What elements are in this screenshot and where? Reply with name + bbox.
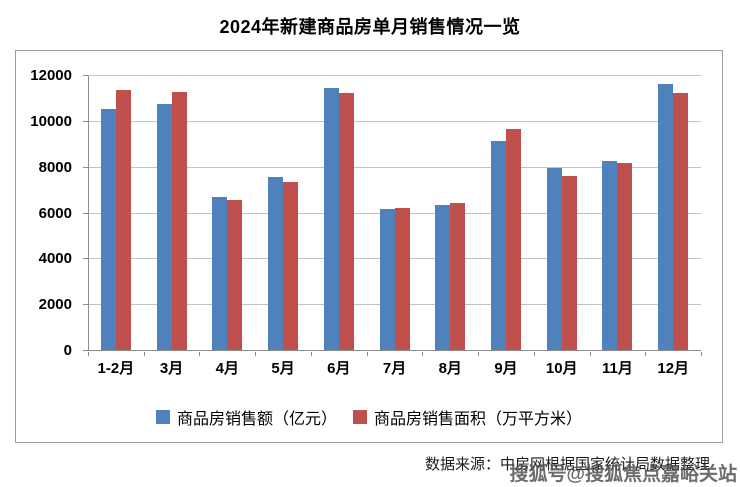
bar-group bbox=[590, 76, 646, 351]
x-axis-label: 4月 bbox=[215, 360, 239, 377]
bar-sales-amount bbox=[156, 103, 172, 351]
legend-swatch-sales-area bbox=[353, 410, 367, 424]
x-axis-labels: 1-2月 3月 4月 5月 6月 7月 8月 9月 10月 11月 12月 bbox=[88, 357, 701, 378]
bar-sales-amount bbox=[379, 208, 395, 351]
bar-group bbox=[144, 76, 200, 351]
bar-group bbox=[422, 76, 478, 351]
x-axis-tick bbox=[366, 352, 368, 356]
gridline bbox=[88, 75, 701, 76]
bar-group bbox=[645, 76, 701, 351]
x-axis-tick bbox=[310, 352, 312, 356]
y-axis-tick-label: 8000 bbox=[38, 158, 72, 176]
bar-sales-area bbox=[171, 92, 187, 351]
bar-sales-area bbox=[673, 92, 689, 351]
bar-sales-area bbox=[338, 92, 354, 351]
bar-sales-amount bbox=[491, 141, 506, 351]
y-axis-tick-label: 6000 bbox=[38, 204, 72, 222]
x-axis-tick bbox=[589, 352, 591, 356]
legend-item: 商品房销售额（亿元） bbox=[155, 405, 337, 429]
bar-group bbox=[88, 76, 144, 351]
bar-sales-amount bbox=[100, 109, 116, 351]
bar-group bbox=[367, 76, 423, 351]
y-axis-tick-label: 10000 bbox=[30, 112, 72, 130]
bar-sales-amount bbox=[658, 84, 674, 351]
x-axis-tick bbox=[143, 352, 145, 356]
x-axis-tick bbox=[199, 352, 201, 356]
x-axis-tick bbox=[478, 352, 480, 356]
x-axis-label: 5月 bbox=[271, 360, 295, 377]
bar-sales-area bbox=[617, 163, 633, 351]
y-axis-tick bbox=[83, 75, 88, 76]
bar-group bbox=[534, 76, 590, 351]
bar-sales-amount bbox=[435, 204, 451, 351]
bar-sales-area bbox=[394, 208, 410, 351]
bar-group bbox=[478, 76, 534, 351]
legend-label: 商品房销售面积（万平方米） bbox=[374, 411, 583, 428]
x-axis-label: 8月 bbox=[438, 360, 462, 377]
x-axis-label: 10月 bbox=[545, 360, 578, 377]
x-axis-tick bbox=[422, 352, 424, 356]
x-axis-tick bbox=[255, 352, 257, 356]
bar-sales-area bbox=[561, 175, 577, 351]
legend-label: 商品房销售额（亿元） bbox=[176, 411, 337, 428]
x-axis-tick bbox=[701, 352, 702, 356]
source-note: 数据来源：中房网根据国家统计局数据整理 bbox=[424, 456, 710, 473]
legend-swatch-sales-amount bbox=[155, 410, 170, 424]
bar-sales-area bbox=[506, 129, 521, 351]
y-axis-tick bbox=[83, 120, 88, 122]
bar-sales-amount bbox=[268, 176, 284, 351]
x-axis-tick bbox=[88, 352, 89, 356]
bar-group bbox=[311, 76, 367, 351]
x-axis-tick bbox=[645, 352, 647, 356]
y-axis-tick-label: 4000 bbox=[38, 250, 72, 268]
bar-sales-area bbox=[227, 200, 243, 351]
x-axis-tick bbox=[533, 352, 535, 356]
x-axis-label: 9月 bbox=[494, 360, 518, 377]
y-axis-tick-label: 2000 bbox=[38, 296, 72, 314]
bar-groups bbox=[88, 76, 701, 351]
bar-group bbox=[255, 76, 311, 351]
bar-sales-area bbox=[115, 90, 131, 351]
chart-frame: 0 2000 4000 6000 8000 10000 12000 1-2月 3月 4月 5月 6月… bbox=[15, 50, 723, 443]
y-axis-line bbox=[88, 76, 89, 351]
x-axis-label: 7月 bbox=[382, 360, 407, 377]
y-axis-tick bbox=[83, 350, 88, 351]
y-axis-tick-label: 0 bbox=[63, 342, 72, 359]
bar-group bbox=[199, 76, 255, 351]
x-axis-label: 1-2月 bbox=[97, 360, 135, 377]
y-axis-tick-label: 12000 bbox=[30, 67, 72, 84]
chart-title: 2024年新建商品房单月销售情况一览 bbox=[219, 17, 521, 37]
bar-sales-area bbox=[283, 181, 299, 351]
x-axis-label: 3月 bbox=[159, 360, 184, 377]
x-axis-label: 12月 bbox=[657, 360, 690, 377]
gridline bbox=[88, 120, 701, 122]
y-axis-tick bbox=[83, 258, 88, 260]
x-axis-label: 6月 bbox=[327, 360, 351, 377]
bar-sales-amount bbox=[546, 168, 562, 351]
legend-item: 商品房销售面积（万平方米） bbox=[353, 405, 582, 429]
bar-sales-amount bbox=[323, 88, 339, 351]
plot-area bbox=[83, 75, 702, 356]
x-axis-line bbox=[88, 350, 701, 351]
bar-sales-amount bbox=[602, 161, 618, 351]
gridline bbox=[88, 166, 701, 168]
watermark: 搜狐号@搜狐焦点嘉峪关站 bbox=[509, 464, 737, 485]
bar-sales-amount bbox=[212, 197, 228, 351]
x-axis-label: 11月 bbox=[602, 360, 633, 377]
y-axis-tick bbox=[83, 212, 88, 214]
bar-sales-area bbox=[450, 203, 466, 351]
legend: 商品房销售额（亿元） 商品房销售面积（万平方米） bbox=[16, 405, 722, 429]
y-axis-tick bbox=[83, 304, 88, 306]
y-axis-labels: 0 2000 4000 6000 8000 10000 12000 bbox=[18, 67, 80, 359]
y-axis-tick bbox=[83, 166, 88, 168]
